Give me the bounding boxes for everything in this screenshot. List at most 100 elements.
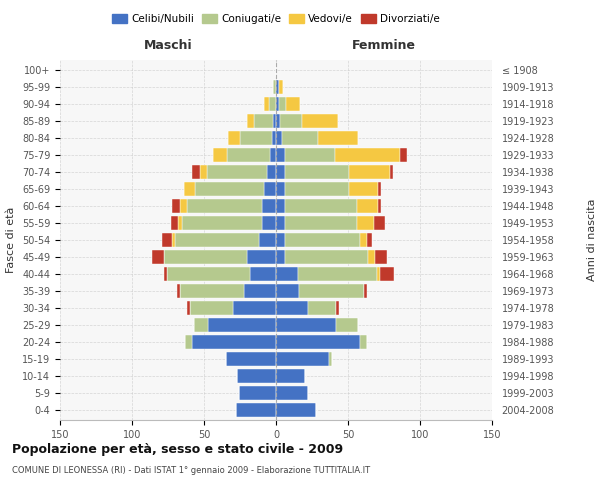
Bar [276,148,284,162]
Bar [190,301,233,314]
Bar [380,267,394,281]
Text: Femmine: Femmine [352,40,416,52]
Bar [356,199,378,213]
Bar [265,182,276,196]
Bar [279,98,286,111]
Bar [299,284,364,298]
Bar [259,233,276,247]
Bar [187,199,262,213]
Bar [280,114,302,128]
Bar [276,403,316,416]
Bar [284,148,335,162]
Bar [377,267,380,281]
Bar [276,132,282,145]
Bar [172,199,179,213]
Bar [237,369,276,382]
Bar [368,250,376,264]
Bar [200,166,207,179]
Bar [240,132,272,145]
Bar [284,233,359,247]
Bar [273,80,276,94]
Bar [276,318,337,332]
Bar [193,166,200,179]
Bar [194,318,208,332]
Bar [262,199,276,213]
Bar [208,318,276,332]
Bar [247,250,276,264]
Bar [171,216,178,230]
Bar [349,182,378,196]
Bar [276,250,284,264]
Bar [175,233,259,247]
Bar [378,199,381,213]
Bar [276,352,329,366]
Bar [337,318,358,332]
Bar [359,233,367,247]
Bar [276,182,284,196]
Y-axis label: Fasce di età: Fasce di età [7,207,16,273]
Bar [284,182,349,196]
Bar [239,386,276,400]
Bar [400,148,407,162]
Bar [207,166,268,179]
Bar [179,199,187,213]
Bar [276,98,279,111]
Bar [152,250,164,264]
Bar [276,233,284,247]
Bar [276,386,308,400]
Bar [167,267,250,281]
Bar [212,148,227,162]
Bar [185,335,193,348]
Bar [276,267,298,281]
Text: COMUNE DI LEONESSA (RI) - Dati ISTAT 1° gennaio 2009 - Elaborazione TUTTITALIA.I: COMUNE DI LEONESSA (RI) - Dati ISTAT 1° … [12,466,370,475]
Bar [176,284,179,298]
Bar [284,166,349,179]
Bar [302,114,338,128]
Bar [244,284,276,298]
Legend: Celibi/Nubili, Coniugati/e, Vedovi/e, Divorziati/e: Celibi/Nubili, Coniugati/e, Vedovi/e, Di… [108,10,444,29]
Bar [276,166,284,179]
Bar [284,199,356,213]
Bar [284,216,356,230]
Bar [390,166,392,179]
Bar [356,216,374,230]
Bar [262,216,276,230]
Bar [335,148,400,162]
Bar [276,284,299,298]
Bar [247,114,254,128]
Bar [187,301,190,314]
Bar [337,301,340,314]
Bar [276,301,308,314]
Bar [276,199,284,213]
Bar [364,284,367,298]
Text: Maschi: Maschi [143,40,193,52]
Bar [164,267,167,281]
Bar [250,267,276,281]
Bar [276,369,305,382]
Text: Popolazione per età, sesso e stato civile - 2009: Popolazione per età, sesso e stato civil… [12,442,343,456]
Bar [272,132,276,145]
Bar [227,148,270,162]
Bar [282,132,318,145]
Bar [318,132,358,145]
Bar [229,132,240,145]
Bar [308,301,337,314]
Bar [196,182,265,196]
Bar [329,352,332,366]
Bar [359,335,367,348]
Bar [276,114,280,128]
Bar [164,250,247,264]
Bar [273,114,276,128]
Bar [349,166,390,179]
Bar [184,182,196,196]
Bar [172,233,175,247]
Bar [376,250,387,264]
Bar [233,301,276,314]
Bar [193,335,276,348]
Bar [276,335,359,348]
Bar [286,98,301,111]
Bar [367,233,373,247]
Bar [298,267,377,281]
Bar [265,98,269,111]
Bar [179,284,244,298]
